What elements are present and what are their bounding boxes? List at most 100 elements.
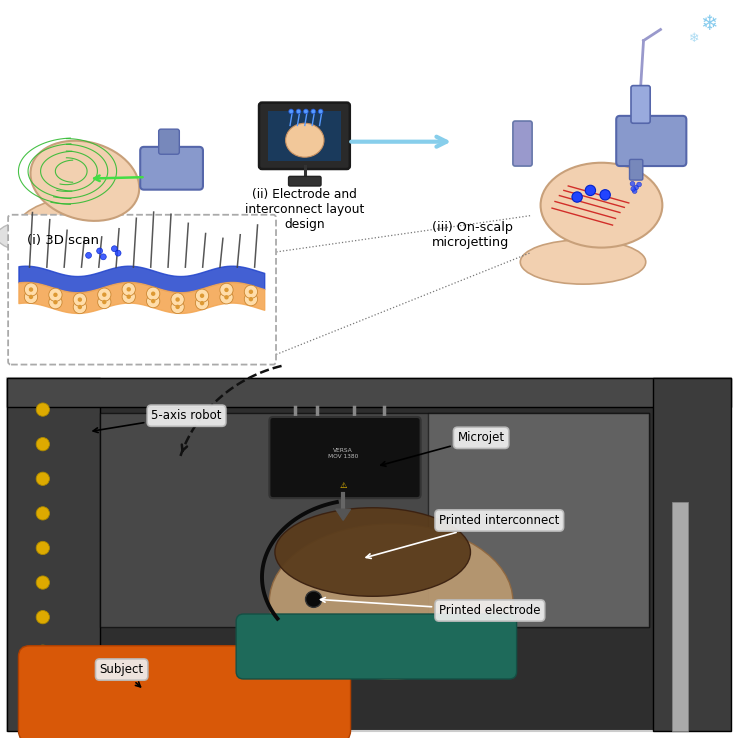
Circle shape bbox=[244, 292, 258, 306]
FancyBboxPatch shape bbox=[269, 417, 421, 498]
Circle shape bbox=[102, 292, 106, 297]
Circle shape bbox=[572, 192, 582, 202]
Circle shape bbox=[49, 295, 62, 308]
FancyBboxPatch shape bbox=[513, 121, 532, 166]
Circle shape bbox=[637, 182, 641, 187]
Ellipse shape bbox=[15, 199, 110, 252]
Circle shape bbox=[220, 291, 233, 304]
Circle shape bbox=[29, 294, 33, 299]
Circle shape bbox=[171, 300, 184, 314]
Polygon shape bbox=[336, 509, 351, 520]
Circle shape bbox=[176, 305, 180, 309]
Circle shape bbox=[200, 294, 204, 298]
FancyBboxPatch shape bbox=[7, 378, 731, 731]
Circle shape bbox=[631, 187, 635, 191]
Circle shape bbox=[151, 292, 156, 296]
Text: Printed electrode: Printed electrode bbox=[320, 598, 541, 617]
Ellipse shape bbox=[0, 215, 129, 257]
Circle shape bbox=[36, 507, 49, 520]
Text: 5-axis robot: 5-axis robot bbox=[93, 409, 222, 432]
Circle shape bbox=[97, 288, 111, 301]
Circle shape bbox=[24, 283, 38, 296]
Ellipse shape bbox=[520, 240, 646, 284]
Circle shape bbox=[29, 287, 33, 292]
Circle shape bbox=[53, 292, 58, 297]
Circle shape bbox=[102, 300, 106, 304]
Circle shape bbox=[36, 438, 49, 451]
FancyBboxPatch shape bbox=[7, 11, 731, 369]
FancyBboxPatch shape bbox=[428, 413, 649, 627]
FancyBboxPatch shape bbox=[568, 214, 616, 255]
FancyBboxPatch shape bbox=[259, 103, 350, 169]
Circle shape bbox=[585, 185, 596, 196]
Circle shape bbox=[36, 610, 49, 624]
Circle shape bbox=[176, 297, 180, 302]
Circle shape bbox=[36, 576, 49, 589]
Circle shape bbox=[111, 246, 117, 252]
Circle shape bbox=[318, 109, 323, 114]
FancyBboxPatch shape bbox=[653, 378, 731, 731]
Ellipse shape bbox=[286, 123, 324, 157]
Circle shape bbox=[86, 252, 92, 258]
Circle shape bbox=[224, 288, 229, 292]
Circle shape bbox=[634, 185, 638, 190]
Circle shape bbox=[97, 295, 111, 308]
Circle shape bbox=[244, 285, 258, 298]
Circle shape bbox=[115, 250, 121, 256]
FancyBboxPatch shape bbox=[18, 646, 351, 738]
Ellipse shape bbox=[275, 508, 471, 596]
Circle shape bbox=[147, 287, 160, 300]
Circle shape bbox=[73, 300, 86, 314]
Circle shape bbox=[600, 190, 610, 200]
Circle shape bbox=[200, 301, 204, 306]
Text: ⚠: ⚠ bbox=[339, 481, 347, 490]
FancyBboxPatch shape bbox=[100, 413, 649, 627]
Circle shape bbox=[97, 248, 103, 254]
Circle shape bbox=[249, 297, 253, 301]
Circle shape bbox=[303, 109, 308, 114]
Text: Subject: Subject bbox=[100, 663, 144, 687]
FancyBboxPatch shape bbox=[672, 502, 688, 731]
Circle shape bbox=[53, 300, 58, 304]
Circle shape bbox=[122, 283, 135, 296]
Circle shape bbox=[36, 542, 49, 555]
Circle shape bbox=[296, 109, 301, 114]
FancyBboxPatch shape bbox=[289, 176, 321, 186]
Text: Printed interconnect: Printed interconnect bbox=[366, 514, 559, 559]
Text: ❄: ❄ bbox=[700, 13, 717, 34]
Circle shape bbox=[73, 293, 86, 306]
FancyBboxPatch shape bbox=[236, 614, 517, 679]
Circle shape bbox=[224, 295, 229, 300]
Circle shape bbox=[36, 645, 49, 658]
Circle shape bbox=[632, 189, 637, 193]
Circle shape bbox=[126, 294, 131, 299]
Circle shape bbox=[24, 290, 38, 303]
Circle shape bbox=[171, 293, 184, 306]
Circle shape bbox=[311, 109, 316, 114]
Text: (iii) On-scalp
microjetting: (iii) On-scalp microjetting bbox=[432, 221, 513, 249]
Circle shape bbox=[77, 305, 82, 309]
FancyBboxPatch shape bbox=[8, 215, 276, 365]
Circle shape bbox=[100, 254, 106, 260]
Circle shape bbox=[196, 289, 209, 303]
Circle shape bbox=[36, 680, 49, 693]
Circle shape bbox=[77, 297, 82, 302]
Circle shape bbox=[196, 297, 209, 310]
FancyBboxPatch shape bbox=[631, 86, 650, 123]
Ellipse shape bbox=[269, 524, 513, 679]
FancyBboxPatch shape bbox=[630, 159, 643, 180]
Circle shape bbox=[289, 109, 294, 114]
FancyBboxPatch shape bbox=[7, 378, 100, 731]
Circle shape bbox=[36, 403, 49, 416]
Circle shape bbox=[306, 591, 322, 607]
Ellipse shape bbox=[540, 163, 662, 248]
Circle shape bbox=[122, 290, 135, 303]
Text: ❄: ❄ bbox=[689, 32, 699, 45]
Text: VERSA
MOV 1380: VERSA MOV 1380 bbox=[328, 449, 359, 459]
Circle shape bbox=[630, 182, 635, 186]
FancyBboxPatch shape bbox=[140, 147, 203, 190]
Circle shape bbox=[249, 289, 253, 294]
Circle shape bbox=[220, 283, 233, 297]
Circle shape bbox=[126, 287, 131, 292]
FancyBboxPatch shape bbox=[7, 378, 731, 407]
